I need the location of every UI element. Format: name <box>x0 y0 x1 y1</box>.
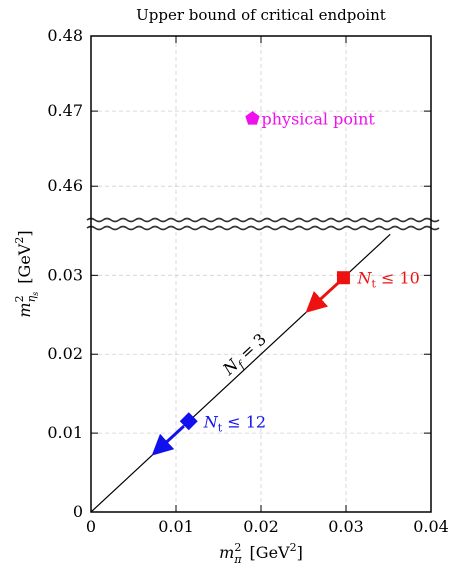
y-tick-label: 0 <box>73 502 83 521</box>
physical-point-marker <box>245 111 260 125</box>
y-tick-label: 0.02 <box>47 344 83 363</box>
nt12-label: Nt ≤ 12 <box>203 412 266 434</box>
x-tick-label: 0.04 <box>413 517 449 536</box>
x-tick-label: 0.02 <box>243 517 279 536</box>
physical-point-label: physical point <box>262 110 376 129</box>
y-tick-label: 0.03 <box>47 265 83 284</box>
y-tick-label: 0.46 <box>47 176 83 195</box>
ticks: 0 0.01 0.02 0.03 0.04 0 0.01 0.02 0.03 0.46 0.47 0.… <box>47 26 448 536</box>
y-tick-label: 0.47 <box>47 101 83 120</box>
x-tick-label: 0.03 <box>328 517 364 536</box>
x-tick-label: 0 <box>86 517 96 536</box>
chart-title: Upper bound of critical endpoint <box>136 6 386 24</box>
axis-break <box>85 217 440 231</box>
plot-frame <box>90 35 432 513</box>
nf3-label: Nf = 3 <box>218 329 272 381</box>
nt10-label: Nt ≤ 10 <box>356 269 419 291</box>
nt10-arrow <box>305 281 340 313</box>
axis-break-mask <box>85 219 437 229</box>
y-tick-label: 0.48 <box>47 26 83 45</box>
nt12-arrow <box>151 425 185 456</box>
x-axis-label: m2 π [GeV2] <box>219 541 303 566</box>
nt12-marker <box>179 412 198 431</box>
y-axis-label: m2ηs[GeV2] <box>13 230 40 317</box>
nt10-marker <box>336 271 350 285</box>
x-tick-label: 0.01 <box>158 517 194 536</box>
axis-break-wave-bottom <box>86 225 440 231</box>
y-tick-label: 0.01 <box>47 423 83 442</box>
axis-break-wave-top <box>86 217 440 223</box>
